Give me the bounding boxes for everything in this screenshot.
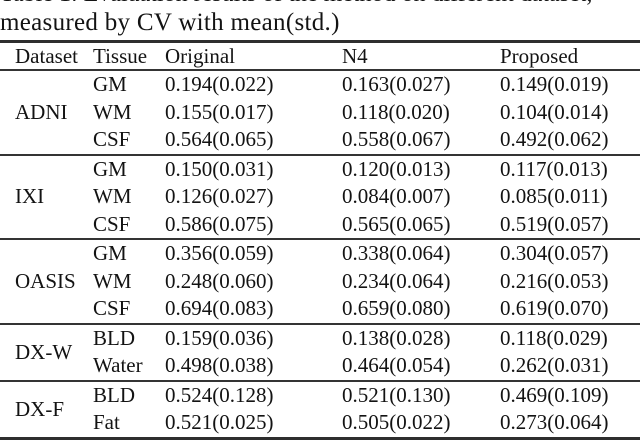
table-row: WM 0.155(0.017) 0.118(0.020) 0.104(0.014…: [0, 99, 640, 127]
value-cell-n4: 0.659(0.080): [342, 296, 451, 321]
value-cell-n4: 0.118(0.020): [342, 99, 450, 124]
table-row: WM 0.126(0.027) 0.084(0.007) 0.085(0.011…: [0, 183, 640, 211]
tissue-cell: WM: [93, 268, 132, 293]
value-cell-original: 0.586(0.075): [165, 211, 274, 236]
value-cell-original: 0.155(0.017): [165, 99, 274, 124]
table-caption: Table 1: Evaluation results of the metho…: [0, 0, 640, 38]
dataset-cell: IXI: [15, 184, 45, 209]
value-cell-proposed: 0.085(0.011): [500, 184, 608, 209]
value-cell-original: 0.248(0.060): [165, 268, 274, 293]
table-row: Fat 0.521(0.025) 0.505(0.022) 0.273(0.06…: [0, 409, 640, 438]
section-adni: ADNI GM 0.194(0.022) 0.163(0.027) 0.149(…: [0, 70, 640, 155]
value-cell-proposed: 0.262(0.031): [500, 353, 609, 378]
value-cell-original: 0.150(0.031): [165, 156, 274, 181]
value-cell-original: 0.521(0.025): [165, 410, 274, 435]
table-row: CSF 0.694(0.083) 0.659(0.080) 0.619(0.07…: [0, 295, 640, 324]
dataset-cell: DX-W: [15, 339, 73, 364]
value-cell-proposed: 0.519(0.057): [500, 211, 609, 236]
value-cell-original: 0.564(0.065): [165, 127, 274, 152]
value-cell-n4: 0.565(0.065): [342, 211, 451, 236]
table-row: CSF 0.586(0.075) 0.565(0.065) 0.519(0.05…: [0, 211, 640, 240]
table-row: CSF 0.564(0.065) 0.558(0.067) 0.492(0.06…: [0, 126, 640, 155]
column-header-proposed: Proposed: [500, 40, 640, 71]
tissue-cell: CSF: [93, 211, 131, 236]
value-cell-proposed: 0.273(0.064): [500, 410, 609, 435]
tissue-cell: CSF: [93, 296, 131, 321]
tissue-cell: CSF: [93, 127, 131, 152]
column-header-n4: N4: [342, 40, 500, 71]
value-cell-n4: 0.163(0.027): [342, 72, 451, 97]
value-cell-n4: 0.084(0.007): [342, 184, 451, 209]
dataset-cell: DX-F: [15, 396, 65, 421]
value-cell-proposed: 0.492(0.062): [500, 127, 609, 152]
value-cell-n4: 0.521(0.130): [342, 382, 451, 407]
value-cell-proposed: 0.469(0.109): [500, 382, 609, 407]
value-cell-proposed: 0.118(0.029): [500, 325, 608, 350]
value-cell-original: 0.524(0.128): [165, 382, 274, 407]
value-cell-original: 0.498(0.038): [165, 353, 274, 378]
tissue-cell: WM: [93, 184, 132, 209]
tissue-cell: BLD: [93, 382, 135, 407]
dataset-cell: OASIS: [15, 268, 76, 293]
tissue-cell: GM: [93, 241, 127, 266]
section-dx-w: DX-W BLD 0.159(0.036) 0.138(0.028) 0.118…: [0, 324, 640, 381]
caption-line-2: measured by CV with mean(std.): [0, 9, 340, 36]
section-ixi: IXI GM 0.150(0.031) 0.120(0.013) 0.117(0…: [0, 155, 640, 240]
section-dx-f: DX-F BLD 0.524(0.128) 0.521(0.130) 0.469…: [0, 381, 640, 438]
table-row: Water 0.498(0.038) 0.464(0.054) 0.262(0.…: [0, 352, 640, 381]
value-cell-n4: 0.120(0.013): [342, 156, 451, 181]
table-row: IXI GM 0.150(0.031) 0.120(0.013) 0.117(0…: [0, 155, 640, 209]
value-cell-proposed: 0.619(0.070): [500, 296, 609, 321]
value-cell-original: 0.159(0.036): [165, 325, 274, 350]
value-cell-proposed: 0.304(0.057): [500, 241, 609, 266]
dataset-cell: ADNI: [15, 99, 68, 124]
value-cell-n4: 0.338(0.064): [342, 241, 451, 266]
table-row: WM 0.248(0.060) 0.234(0.064) 0.216(0.053…: [0, 268, 640, 296]
tissue-cell: BLD: [93, 325, 135, 350]
tissue-cell: WM: [93, 99, 132, 124]
section-oasis: OASIS GM 0.356(0.059) 0.338(0.064) 0.304…: [0, 239, 640, 324]
table-row: DX-F BLD 0.524(0.128) 0.521(0.130) 0.469…: [0, 381, 640, 421]
value-cell-original: 0.126(0.027): [165, 184, 274, 209]
table-row: DX-W BLD 0.159(0.036) 0.138(0.028) 0.118…: [0, 324, 640, 364]
value-cell-proposed: 0.104(0.014): [500, 99, 609, 124]
column-header-tissue: Tissue: [93, 40, 165, 71]
caption-line-1: Table 1: Evaluation results of the metho…: [0, 0, 640, 8]
column-header-dataset: Dataset: [0, 40, 93, 71]
value-cell-proposed: 0.216(0.053): [500, 268, 609, 293]
value-cell-original: 0.694(0.083): [165, 296, 274, 321]
tissue-cell: Water: [93, 353, 143, 378]
table-header-row: Dataset Tissue Original N4 Proposed: [0, 40, 640, 71]
value-cell-n4: 0.464(0.054): [342, 353, 451, 378]
tissue-cell: GM: [93, 156, 127, 181]
value-cell-n4: 0.138(0.028): [342, 325, 451, 350]
table-row: ADNI GM 0.194(0.022) 0.163(0.027) 0.149(…: [0, 70, 640, 124]
value-cell-n4: 0.234(0.064): [342, 268, 451, 293]
value-cell-proposed: 0.117(0.013): [500, 156, 608, 181]
value-cell-n4: 0.505(0.022): [342, 410, 451, 435]
value-cell-original: 0.356(0.059): [165, 241, 274, 266]
tissue-cell: Fat: [93, 410, 120, 435]
tissue-cell: GM: [93, 72, 127, 97]
table-row: OASIS GM 0.356(0.059) 0.338(0.064) 0.304…: [0, 239, 640, 293]
value-cell-original: 0.194(0.022): [165, 72, 274, 97]
column-header-original: Original: [165, 40, 342, 71]
results-table: Dataset Tissue Original N4 Proposed ADNI…: [0, 40, 640, 440]
value-cell-proposed: 0.149(0.019): [500, 72, 609, 97]
value-cell-n4: 0.558(0.067): [342, 127, 451, 152]
